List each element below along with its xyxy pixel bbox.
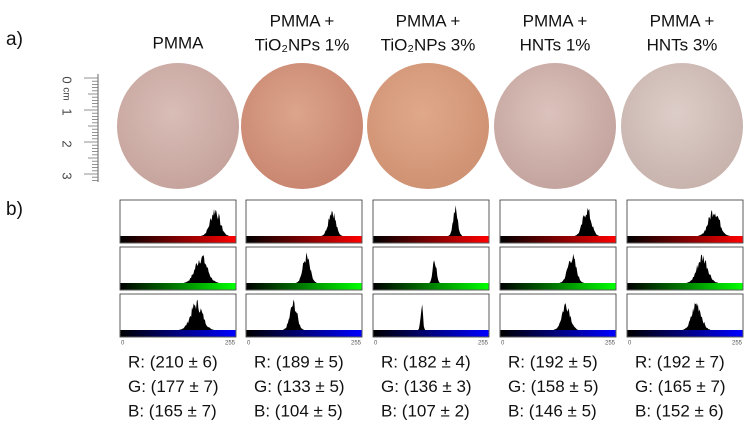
rgb-stat: R: (192 ± 7) — [635, 352, 725, 371]
color-bar — [627, 330, 743, 337]
color-bar — [246, 236, 362, 243]
histogram-axis-label: 0 — [374, 341, 378, 347]
rgb-stat: G: (165 ± 7) — [635, 377, 726, 396]
sample-photo — [621, 63, 743, 189]
column-header: TiO₂NPs 1% — [255, 35, 350, 54]
sample-photo — [241, 63, 363, 189]
panel-label: b) — [6, 199, 23, 220]
histogram-frame — [245, 293, 363, 338]
rgb-stat: G: (133 ± 5) — [254, 377, 345, 396]
histogram-peak — [183, 254, 219, 283]
histogram-peak — [686, 254, 719, 283]
histogram-frame — [626, 246, 744, 291]
histogram-frame — [499, 246, 617, 291]
color-bar — [500, 236, 616, 243]
histogram-peak — [418, 304, 426, 330]
ruler-label: 1 — [60, 108, 75, 115]
ruler-label: 3 — [60, 172, 75, 179]
color-bar — [373, 236, 489, 243]
column-header: HNTs 3% — [647, 35, 718, 54]
color-bar — [373, 330, 489, 337]
histogram-peak — [682, 303, 711, 330]
histogram-axis-label: 0 — [121, 341, 125, 347]
histogram-peak — [201, 209, 230, 236]
sample-photo — [494, 63, 616, 189]
rgb-stat: B: (165 ± 7) — [128, 401, 217, 420]
histogram-axis-label: 255 — [732, 341, 743, 347]
histogram-peak — [179, 299, 214, 330]
histogram-axis-label: 255 — [351, 341, 362, 347]
sample-photo — [367, 63, 489, 189]
ruler — [84, 74, 99, 182]
rgb-stat: B: (152 ± 6) — [635, 401, 724, 420]
rgb-stat: R: (210 ± 6) — [128, 352, 218, 371]
histogram-axis-label: 0 — [247, 341, 251, 347]
color-bar — [500, 283, 616, 290]
histogram-peak — [698, 209, 730, 236]
column-header: PMMA + — [270, 11, 335, 30]
color-bar — [120, 236, 236, 243]
rgb-stat: G: (136 ± 3) — [381, 377, 472, 396]
rgb-stat: B: (107 ± 2) — [381, 401, 470, 420]
histogram-peak — [574, 207, 600, 236]
rgb-stat: G: (177 ± 7) — [128, 377, 219, 396]
color-bar — [500, 330, 616, 337]
rgb-stat: R: (182 ± 4) — [381, 352, 471, 371]
histogram-peak — [553, 303, 579, 330]
ruler-unit: cm — [60, 87, 71, 100]
column-header: HNTs 1% — [520, 35, 591, 54]
histogram-frame — [245, 199, 363, 244]
color-bar — [627, 283, 743, 290]
color-bar — [120, 330, 236, 337]
rgb-stat: R: (189 ± 5) — [254, 352, 344, 371]
ruler-label: 0 — [60, 76, 75, 83]
histogram-frame — [372, 293, 490, 338]
histogram-axis-label: 0 — [628, 341, 632, 347]
color-bar — [120, 283, 236, 290]
sample-photo — [117, 63, 239, 189]
column-header: PMMA + — [396, 11, 461, 30]
ruler-label: 2 — [60, 140, 75, 147]
rgb-stat: B: (146 ± 5) — [508, 401, 597, 420]
histogram-peak — [321, 210, 343, 236]
color-bar — [246, 330, 362, 337]
histogram-axis-label: 255 — [478, 341, 489, 347]
rgb-stat: R: (192 ± 5) — [508, 352, 598, 371]
column-header: PMMA — [153, 33, 205, 52]
color-bar — [627, 236, 743, 243]
histogram-peak — [283, 299, 304, 330]
histogram-axis-label: 255 — [605, 341, 616, 347]
column-header: PMMA + — [523, 11, 588, 30]
histogram-peak — [559, 253, 585, 283]
histogram-peak — [448, 205, 463, 236]
histogram-frame — [372, 199, 490, 244]
histogram-axis-label: 255 — [225, 341, 236, 347]
color-bar — [373, 283, 489, 290]
panel-label: a) — [6, 29, 23, 50]
rgb-stat: G: (158 ± 5) — [508, 377, 599, 396]
histogram-peak — [295, 252, 317, 283]
column-header: TiO₂NPs 3% — [381, 35, 476, 54]
histogram-peak — [429, 260, 440, 283]
rgb-stat: B: (104 ± 5) — [254, 401, 343, 420]
color-bar — [246, 283, 362, 290]
histogram-frame — [119, 293, 237, 338]
column-header: PMMA + — [650, 11, 715, 30]
histogram-axis-label: 0 — [501, 341, 505, 347]
